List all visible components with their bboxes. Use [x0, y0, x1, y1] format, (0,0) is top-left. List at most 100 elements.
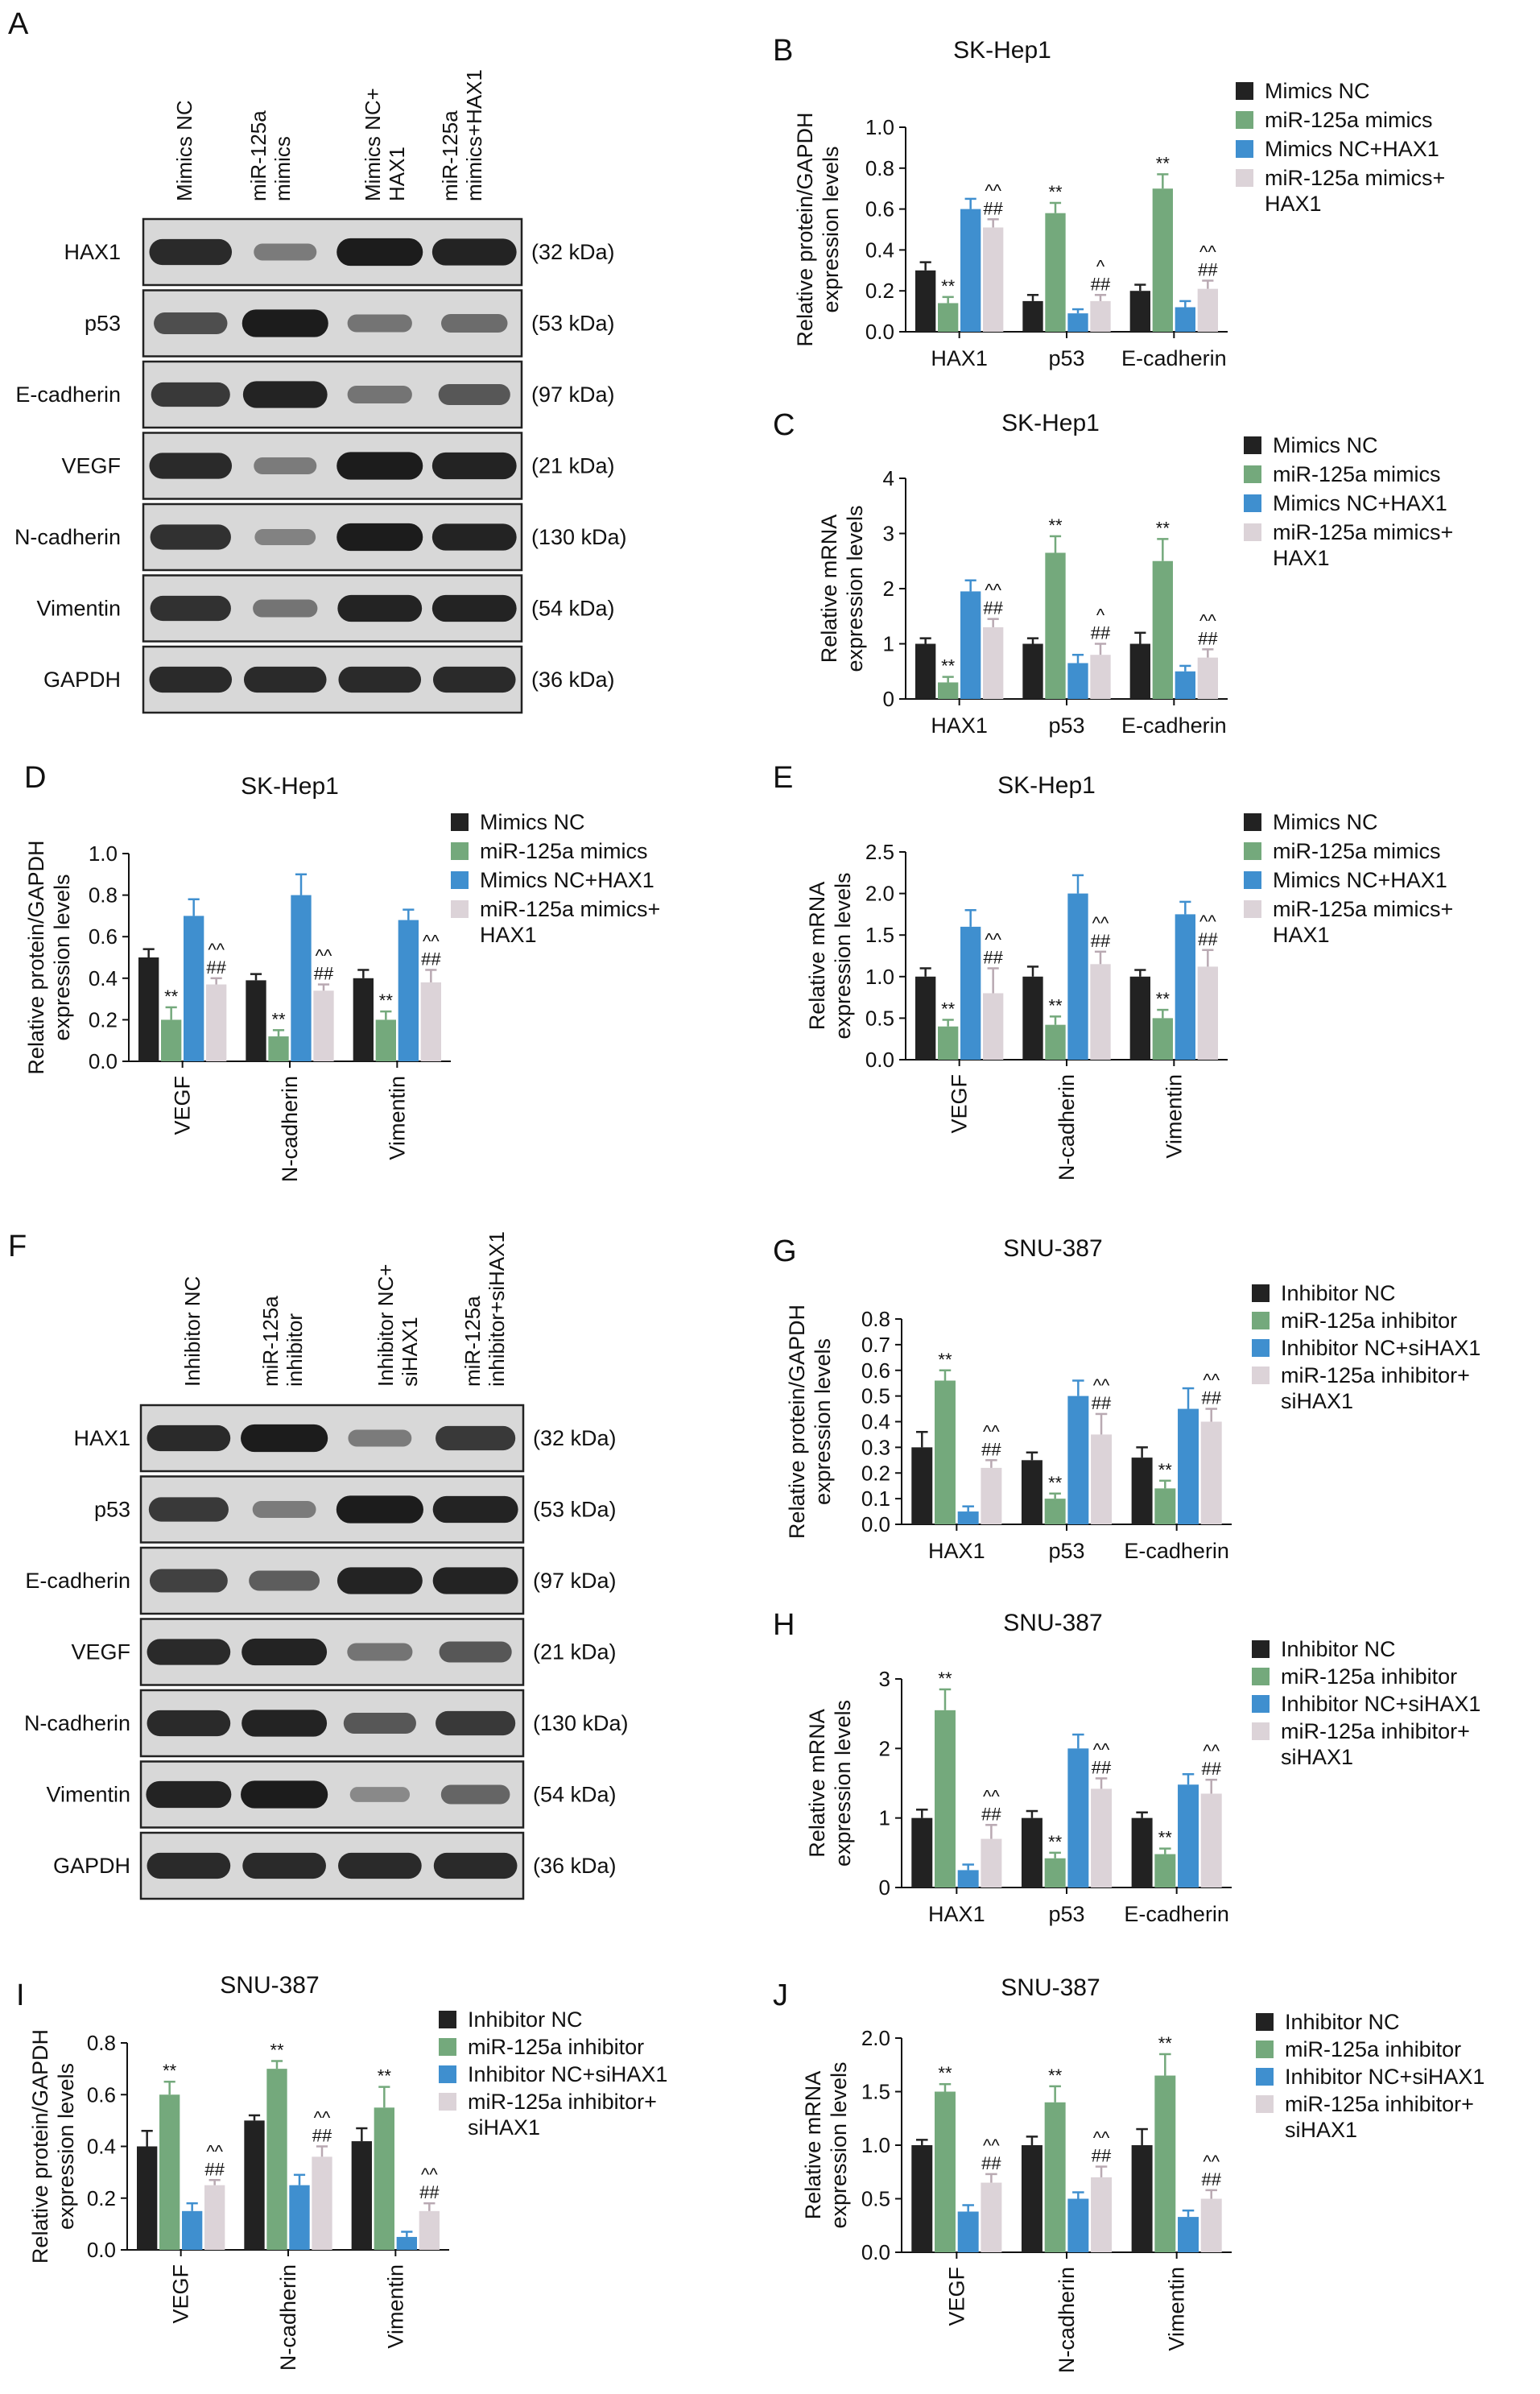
x-tick-label: Vimentin	[385, 1076, 409, 1160]
x-tick-label: N-cadherin	[1055, 2267, 1079, 2373]
blot-band	[147, 1424, 231, 1452]
x-tick-label: E-cadherin	[1121, 346, 1227, 370]
significance-mark: ^^	[208, 940, 225, 960]
legend-label: miR-125a inhibitor+	[1281, 1719, 1470, 1743]
bar	[1154, 2075, 1176, 2252]
x-tick-label: Vimentin	[1162, 1074, 1186, 1159]
significance-mark: ##	[981, 1804, 1001, 1824]
significance-mark: ^^	[985, 929, 1001, 949]
panel-letter: J	[773, 1978, 788, 2012]
bar	[182, 2210, 203, 2250]
legend-label: Inhibitor NC+siHAX1	[1281, 1336, 1480, 1360]
significance-mark: ##	[1092, 2146, 1112, 2166]
blot-band	[149, 238, 233, 266]
legend-label: Mimics NC	[1273, 810, 1377, 834]
lane-label: Mimics NC+ HAX1	[361, 88, 409, 201]
blot-size-label: (32 kDa)	[531, 240, 615, 264]
legend-swatch	[1244, 465, 1261, 483]
legend-label: siHAX1	[1285, 2118, 1357, 2142]
bar	[935, 1710, 956, 1887]
bar	[137, 2146, 158, 2250]
blot-band	[149, 453, 233, 479]
y-tick-label: 1.0	[861, 2133, 890, 2157]
y-tick-label: 0.0	[865, 320, 894, 344]
blot-protein-label: GAPDH	[53, 1854, 130, 1878]
blot-band	[242, 1710, 328, 1737]
blot-protein-label: VEGF	[61, 454, 121, 478]
bar	[353, 978, 374, 1061]
legend-label: miR-125a mimics+	[1265, 166, 1445, 190]
blot-band	[254, 457, 317, 474]
blot-band	[336, 238, 423, 267]
blot-protein-label: GAPDH	[43, 668, 121, 692]
blot-size-label: (130 kDa)	[533, 1711, 629, 1735]
legend-label: miR-125a mimics+	[1273, 520, 1453, 544]
blot-protein-label: N-cadherin	[14, 525, 121, 549]
y-tick-label: 2.5	[865, 840, 894, 864]
bar	[206, 984, 227, 1061]
lane-label-line: mimics+HAX1	[462, 69, 486, 201]
y-axis-label: Relative mRNA expression levels	[801, 2061, 851, 2228]
bar	[935, 2091, 956, 2252]
blot-band	[436, 1710, 516, 1736]
blot-band	[431, 594, 517, 622]
blot-band	[432, 666, 516, 693]
bar	[1129, 976, 1150, 1060]
bar	[960, 209, 981, 332]
lane-label-line: miR-125a	[258, 1296, 283, 1387]
y-axis-label: Relative protein/GAPDH expression levels	[793, 112, 843, 346]
legend-label: Mimics NC+HAX1	[480, 868, 654, 892]
legend-swatch	[451, 900, 469, 918]
y-axis-label-line: Relative protein/GAPDH	[785, 1305, 809, 1539]
legend-item: Mimics NC+HAX1	[1244, 491, 1447, 515]
lane-label-line: Mimics NC	[172, 100, 196, 201]
blot-protein-label: E-cadherin	[15, 382, 121, 407]
y-tick-label: 4	[883, 466, 894, 490]
blot-band	[347, 314, 412, 333]
bar-chart-j: J SNU-387 0.0 0.5 1.0 1.5 2.0 Relative mRNA expr…	[773, 1974, 1484, 2373]
blot-row: GAPDH (36 kDa)	[43, 645, 615, 714]
significance-mark: ^	[1096, 256, 1105, 276]
legend-label: miR-125a mimics	[1265, 108, 1433, 132]
legend-item: miR-125a mimics+HAX1	[451, 897, 660, 947]
blot-band	[147, 1710, 231, 1737]
bar	[981, 2182, 1002, 2252]
bar	[1154, 1854, 1176, 1887]
legend-label: miR-125a inhibitor	[1285, 2037, 1461, 2061]
y-axis-label-line: Relative protein/GAPDH	[793, 112, 817, 346]
legend-item: miR-125a inhibitor	[1252, 1309, 1457, 1333]
legend-label: Mimics NC	[480, 810, 584, 834]
significance-mark: ##	[314, 964, 334, 984]
legend-item: miR-125a mimics+HAX1	[1236, 166, 1445, 216]
legend-label: Inhibitor NC	[1285, 2010, 1400, 2034]
bar	[1021, 1817, 1042, 1887]
y-tick-label: 1	[883, 632, 894, 656]
significance-mark: ^^	[1203, 2152, 1220, 2172]
legend-swatch	[1256, 2095, 1274, 2113]
y-tick-label: 0.2	[89, 1007, 118, 1032]
bar	[983, 993, 1004, 1060]
significance-mark: ^^	[1199, 912, 1216, 932]
x-tick-label: N-cadherin	[278, 1076, 302, 1182]
lane-label: Mimics NC	[172, 100, 196, 201]
bar	[1175, 307, 1195, 332]
significance-mark: ^^	[1093, 1739, 1110, 1759]
blot-band	[254, 243, 317, 261]
significance-mark: ^^	[206, 2141, 223, 2161]
bar	[375, 1019, 396, 1061]
significance-mark: ^^	[1203, 1741, 1220, 1761]
blot-band	[431, 452, 517, 480]
y-tick-label: 0.2	[861, 1461, 890, 1485]
legend-swatch	[1244, 900, 1261, 918]
x-tick-label: p53	[1048, 713, 1084, 738]
significance-mark: **	[270, 2040, 284, 2060]
y-tick-label: 0.8	[87, 2031, 116, 2055]
legend-item: Mimics NC	[451, 810, 584, 834]
blot-band	[242, 309, 328, 337]
legend-label: siHAX1	[468, 2115, 540, 2140]
y-axis-label-line: expression levels	[54, 2063, 78, 2230]
y-tick-label: 3	[879, 1667, 890, 1691]
y-tick-label: 0.8	[89, 883, 118, 908]
significance-mark: ##	[206, 957, 226, 978]
blot-protein-label: Vimentin	[36, 597, 121, 621]
